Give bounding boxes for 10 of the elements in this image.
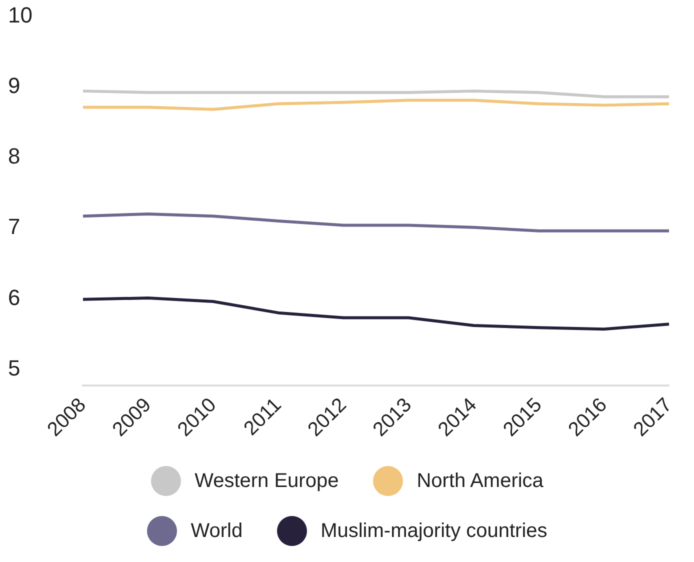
y-tick-label: 8 — [8, 144, 20, 169]
y-tick-label: 5 — [8, 355, 20, 380]
y-tick-label: 9 — [8, 72, 20, 98]
legend-label: Western Europe — [194, 470, 339, 492]
legend-label: World — [190, 520, 243, 542]
legend-label: North America — [416, 470, 544, 492]
y-tick-label: 10 — [8, 2, 32, 28]
y-tick-label: 6 — [8, 284, 20, 310]
legend-label: Muslim-majority countries — [320, 520, 548, 542]
y-tick-label: 7 — [8, 214, 20, 240]
